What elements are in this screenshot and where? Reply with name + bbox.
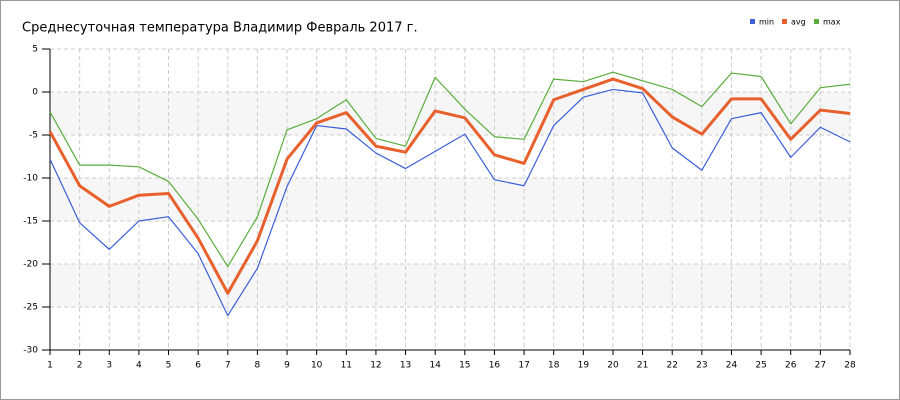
y-tick-label: -10 (23, 174, 38, 184)
x-tick-label: 1 (47, 361, 53, 371)
x-tick-label: 5 (166, 361, 172, 371)
line-series (49, 71, 851, 268)
x-tick-label: 12 (370, 361, 381, 371)
x-tick-label: 20 (607, 361, 619, 371)
legend-label: max (823, 18, 841, 27)
legend-swatch (782, 19, 787, 24)
x-tick-label: 11 (341, 361, 352, 371)
y-tick-label: 5 (32, 45, 38, 55)
line-series (48, 77, 851, 295)
legend-label: min (759, 18, 774, 27)
x-tick-label: 19 (578, 361, 590, 371)
x-tick-label: 14 (429, 361, 441, 371)
x-tick-label: 24 (726, 361, 738, 371)
x-tick-label: 28 (844, 361, 856, 371)
chart-title: Среднесуточная температура Владимир Февр… (22, 21, 418, 36)
x-tick-label: 22 (666, 361, 677, 371)
legend-label: avg (791, 18, 806, 27)
x-tick-label: 18 (548, 361, 560, 371)
x-tick-label: 2 (77, 361, 83, 371)
band (50, 264, 850, 307)
x-tick-label: 6 (195, 361, 201, 371)
x-tick-label: 7 (225, 361, 231, 371)
x-tick-label: 21 (637, 361, 648, 371)
x-tick-label: 15 (459, 361, 470, 371)
x-tick-label: 17 (518, 361, 529, 371)
x-tick-label: 4 (136, 361, 142, 371)
y-tick-label: 0 (32, 88, 38, 98)
legend-swatch (750, 19, 755, 24)
x-tick-label: 26 (785, 361, 797, 371)
y-tick-label: -15 (23, 217, 38, 227)
x-tick-label: 25 (755, 361, 766, 371)
line-series (49, 88, 851, 317)
x-tick-label: 23 (696, 361, 707, 371)
y-tick-label: -20 (23, 260, 38, 270)
x-tick-label: 13 (400, 361, 411, 371)
x-tick-label: 8 (255, 361, 261, 371)
band (50, 178, 850, 221)
y-tick-label: -25 (23, 303, 38, 313)
y-tick-label: -30 (23, 346, 38, 356)
y-tick-label: -5 (29, 131, 38, 141)
x-tick-label: 16 (489, 361, 501, 371)
x-tick-label: 3 (106, 361, 112, 371)
x-tick-label: 27 (815, 361, 826, 371)
x-tick-label: 9 (284, 361, 290, 371)
legend-swatch (814, 19, 819, 24)
x-tick-label: 10 (311, 361, 323, 371)
